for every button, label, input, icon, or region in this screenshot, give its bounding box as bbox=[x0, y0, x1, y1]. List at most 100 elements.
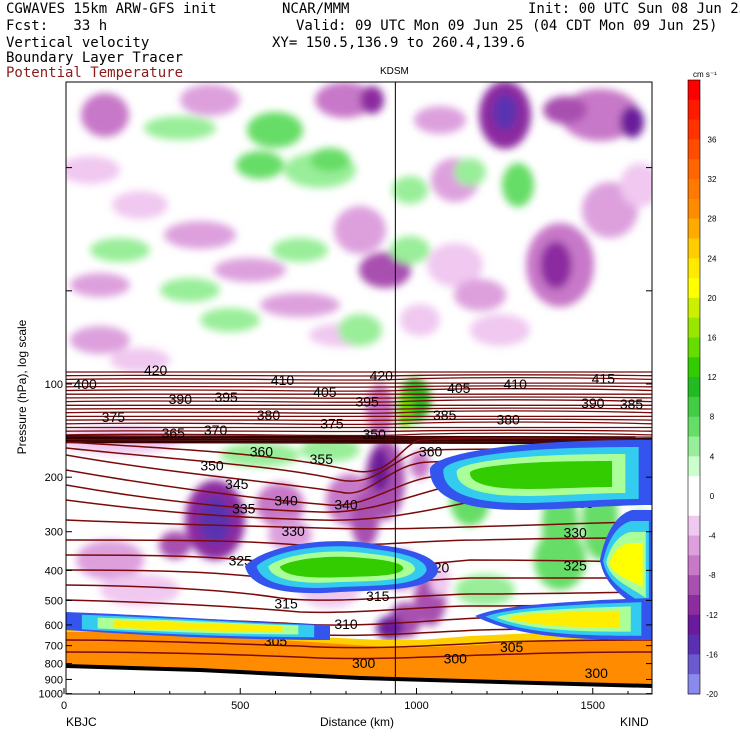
velocity-cell bbox=[70, 326, 130, 354]
y-tick-label: 900 bbox=[45, 674, 63, 686]
theta-label-385: 385 bbox=[620, 396, 644, 412]
theta-label-text: 330 bbox=[281, 523, 305, 539]
tropopause-contour bbox=[66, 440, 652, 443]
colorbar-tick-label: 8 bbox=[710, 413, 715, 422]
theta-label-text: 325 bbox=[229, 553, 253, 569]
theta-label-text: 405 bbox=[313, 384, 337, 400]
velocity-cell bbox=[414, 106, 466, 134]
theta-label-305: 305 bbox=[500, 639, 524, 655]
y-tick-label: 700 bbox=[45, 641, 63, 653]
velocity-cell bbox=[315, 82, 375, 118]
theta-label-text: 375 bbox=[320, 415, 344, 431]
colorbar-tick-label: -12 bbox=[706, 611, 718, 620]
velocity-cell bbox=[620, 106, 644, 138]
velocity-cell bbox=[427, 243, 483, 287]
theta-label-325: 325 bbox=[563, 557, 587, 573]
theta-label-390: 390 bbox=[581, 395, 605, 411]
theta-label-text: 385 bbox=[620, 396, 644, 412]
theta-label-375: 375 bbox=[102, 409, 126, 425]
colorbar-band bbox=[688, 555, 700, 576]
field-label-potential-temperature: Potential Temperature bbox=[6, 65, 184, 81]
velocity-cell bbox=[100, 574, 180, 606]
station-label-kdsm: KDSM bbox=[380, 66, 409, 77]
y-tick-label: 1000 bbox=[39, 689, 63, 701]
colorbar-tick-label: 28 bbox=[708, 215, 717, 224]
theta-label-330: 330 bbox=[281, 523, 305, 539]
x-axis: 0 500 1000 1500 bbox=[61, 688, 629, 712]
theta-label-340: 340 bbox=[334, 496, 358, 512]
colorbar-tick-label: -16 bbox=[706, 650, 718, 659]
colorbar-band bbox=[688, 99, 700, 121]
y-tick-label: 500 bbox=[45, 595, 63, 607]
theta-contour-line bbox=[66, 651, 652, 660]
theta-label-390: 390 bbox=[169, 391, 193, 407]
velocity-cell bbox=[376, 616, 404, 640]
theta-label-text: 400 bbox=[73, 376, 97, 392]
velocity-cell bbox=[160, 278, 220, 302]
theta-label-355: 355 bbox=[310, 451, 334, 467]
field-label-vertical-velocity: Vertical velocity bbox=[6, 35, 150, 51]
velocity-cell bbox=[620, 163, 652, 207]
colorbar-tick-label: -4 bbox=[708, 532, 716, 541]
velocity-cell bbox=[180, 84, 240, 116]
theta-label-410: 410 bbox=[504, 376, 528, 392]
updraft-jet-layer bbox=[506, 610, 621, 628]
colorbar-tick-label: 0 bbox=[710, 492, 715, 501]
colorbar-tick-label: 4 bbox=[710, 452, 715, 461]
y-axis: 100 200 300 400 500 600 700 800 900 1000 bbox=[39, 167, 652, 701]
theta-label-text: 325 bbox=[563, 557, 587, 573]
colorbar-band bbox=[688, 654, 700, 675]
model-title: CGWAVES 15km ARW-GFS init bbox=[6, 1, 217, 17]
colorbar-band bbox=[688, 80, 700, 101]
velocity-cell bbox=[247, 112, 303, 148]
theta-label-350: 350 bbox=[200, 457, 224, 473]
colorbar-band bbox=[688, 357, 700, 378]
velocity-cell bbox=[164, 221, 236, 249]
theta-contour-line bbox=[66, 436, 652, 473]
theta-contour-line bbox=[66, 639, 652, 649]
theta-contour-line bbox=[66, 584, 652, 601]
updraft-jet-layer bbox=[279, 556, 404, 578]
updraft-jet-layer bbox=[113, 620, 283, 632]
colorbar-band bbox=[688, 278, 700, 299]
velocity-cell bbox=[502, 163, 534, 207]
theta-label-text: 420 bbox=[144, 362, 168, 378]
init-time: Init: 00 UTC Sun 08 Jun 25 bbox=[528, 1, 740, 17]
theta-label-345: 345 bbox=[225, 476, 249, 492]
colorbar-band bbox=[688, 198, 700, 220]
velocity-cell bbox=[81, 93, 129, 137]
theta-label-text: 385 bbox=[433, 407, 457, 423]
x-tick-label: 1000 bbox=[404, 700, 428, 712]
velocity-cell bbox=[200, 308, 260, 332]
velocity-cell bbox=[110, 348, 170, 372]
below-ground bbox=[66, 668, 652, 694]
velocity-cell bbox=[112, 191, 168, 219]
theta-label-395: 395 bbox=[214, 389, 238, 405]
colorbar-band bbox=[688, 456, 700, 477]
colorbar-tick-label: 16 bbox=[708, 333, 717, 342]
theta-label-text: 300 bbox=[352, 655, 376, 671]
y-tick-label: 100 bbox=[45, 379, 63, 391]
theta-label-text: 315 bbox=[366, 588, 390, 604]
theta-label-text: 300 bbox=[444, 650, 468, 666]
theta-label-415: 415 bbox=[592, 371, 616, 387]
velocity-cell bbox=[70, 273, 130, 297]
colorbar-tick-label: 12 bbox=[708, 373, 717, 382]
valid-time: Valid: 09 UTC Mon 09 Jun 25 (04 CDT Mon … bbox=[296, 18, 718, 34]
colorbar-band bbox=[688, 377, 700, 398]
velocity-cell bbox=[76, 540, 144, 580]
theta-label-325: 325 bbox=[229, 553, 253, 569]
colorbar-band bbox=[688, 159, 700, 180]
theta-label-375: 375 bbox=[320, 415, 344, 431]
colorbar-band bbox=[688, 476, 700, 497]
theta-label-text: 355 bbox=[310, 451, 334, 467]
station-label-kind: KIND bbox=[620, 715, 649, 729]
colorbar-tick-label: -8 bbox=[708, 571, 716, 580]
colorbar-frame bbox=[687, 79, 701, 695]
velocity-cell bbox=[493, 94, 517, 130]
y-axis-title: Pressure (hPa), log scale bbox=[15, 319, 29, 455]
velocity-cell bbox=[360, 86, 384, 114]
y-tick-label: 400 bbox=[45, 565, 63, 577]
theta-label-text: 360 bbox=[419, 443, 443, 459]
colorbar-band bbox=[688, 614, 700, 635]
